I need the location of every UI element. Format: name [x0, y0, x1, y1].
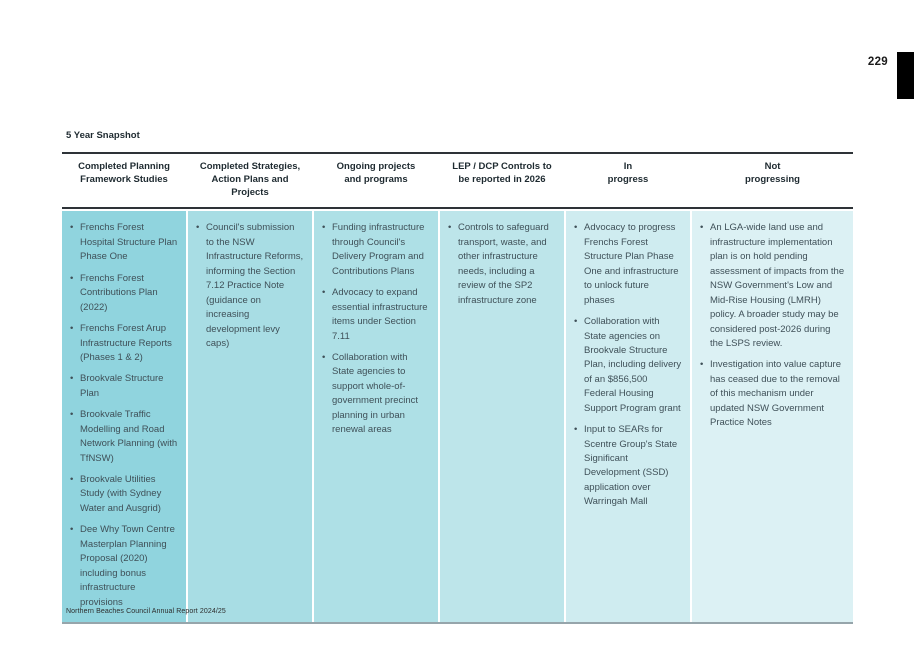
column-cell-5: An LGA-wide land use and infrastructure … — [692, 211, 853, 622]
column-cell-0: Frenchs Forest Hospital Structure Plan P… — [62, 211, 186, 622]
column-cell-2: Funding infrastructure through Council's… — [314, 211, 438, 622]
list-item: Brookvale Structure Plan — [70, 372, 178, 401]
column-cell-3: Controls to safeguard transport, waste, … — [440, 211, 564, 622]
list-item: Controls to safeguard transport, waste, … — [448, 221, 556, 308]
list-item: Brookvale Utilities Study (with Sydney W… — [70, 473, 178, 516]
table-body-row: Frenchs Forest Hospital Structure Plan P… — [62, 211, 853, 624]
bullet-list: Controls to safeguard transport, waste, … — [448, 221, 556, 308]
list-item: Input to SEARs for Scentre Group's State… — [574, 423, 682, 510]
column-header-2: Ongoing projects and programs — [336, 161, 416, 185]
page-number: 229 — [867, 56, 888, 68]
column-header-5: Not progressing — [745, 161, 800, 185]
bullet-list: Funding infrastructure through Council's… — [322, 221, 430, 437]
column-header-0: Completed Planning Framework Studies — [78, 161, 170, 185]
list-item: Frenchs Forest Hospital Structure Plan P… — [70, 221, 178, 264]
page-edge-tab — [897, 52, 914, 99]
list-item: Advocacy to expand essential infrastruct… — [322, 286, 430, 344]
column-header-3: LEP / DCP Controls to be reported in 202… — [452, 161, 552, 185]
list-item: Frenchs Forest Contributions Plan (2022) — [70, 272, 178, 315]
column-cell-4: Advocacy to progress Frenchs Forest Stru… — [566, 211, 690, 622]
list-item: An LGA-wide land use and infrastructure … — [700, 221, 845, 351]
list-item: Collaboration with State agencies to sup… — [322, 351, 430, 438]
bullet-list: Frenchs Forest Hospital Structure Plan P… — [70, 221, 178, 610]
column-header-1: Completed Strategies, Action Plans and P… — [199, 161, 301, 198]
bullet-list: Council's submission to the NSW Infrastr… — [196, 221, 304, 351]
list-item: Frenchs Forest Arup Infrastructure Repor… — [70, 322, 178, 365]
snapshot-title: 5 Year Snapshot — [66, 130, 140, 141]
list-item: Council's submission to the NSW Infrastr… — [196, 221, 304, 351]
list-item: Advocacy to progress Frenchs Forest Stru… — [574, 221, 682, 308]
five-year-snapshot-table: Completed Planning Framework Studies Comp… — [62, 152, 853, 624]
column-cell-1: Council's submission to the NSW Infrastr… — [188, 211, 312, 622]
list-item: Collaboration with State agencies on Bro… — [574, 315, 682, 416]
bullet-list: Advocacy to progress Frenchs Forest Stru… — [574, 221, 682, 509]
list-item: Investigation into value capture has cea… — [700, 358, 845, 430]
list-item: Funding infrastructure through Council's… — [322, 221, 430, 279]
list-item: Brookvale Traffic Modelling and Road Net… — [70, 408, 178, 466]
column-header-4: In progress — [607, 161, 649, 185]
bullet-list: An LGA-wide land use and infrastructure … — [700, 221, 845, 430]
report-footer: Northern Beaches Council Annual Report 2… — [66, 608, 226, 615]
list-item: Dee Why Town Centre Masterplan Planning … — [70, 523, 178, 610]
table-header-row: Completed Planning Framework Studies Comp… — [62, 152, 853, 210]
